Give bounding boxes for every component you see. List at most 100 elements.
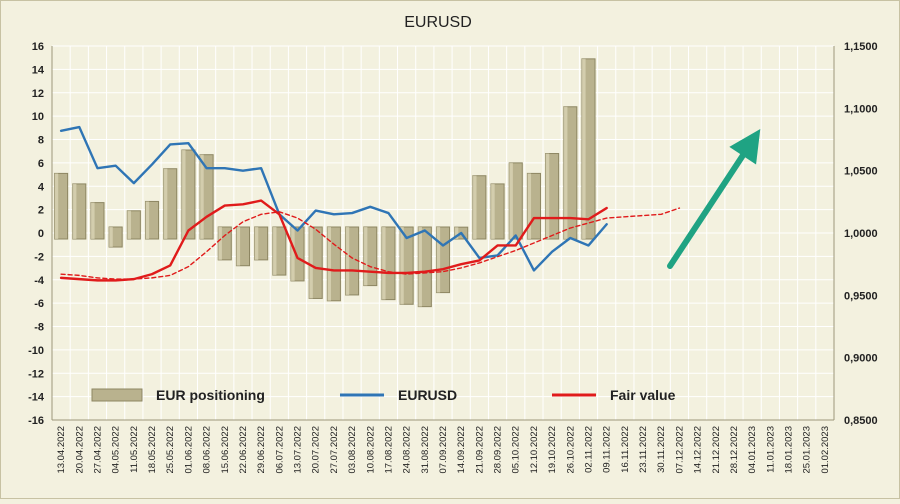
bar-highlight [72,183,77,239]
bar-highlight [472,175,477,239]
y-right-tick-label: 1,1500 [844,41,878,53]
x-tick-label: 20.04.2022 [74,426,85,474]
x-tick-label: 02.11.2022 [583,426,594,473]
x-tick-label: 29.06.2022 [256,426,267,474]
x-tick-label: 11.01.2023 [765,426,776,473]
y-right-tick-label: 0,9500 [844,290,878,302]
y-left-tick-label: 12 [32,88,44,100]
x-tick-label: 24.08.2022 [402,426,413,474]
y-right-tick-label: 1,0500 [844,166,878,178]
bar-highlight [563,106,568,240]
bar-highlight [327,227,332,301]
x-tick-label: 21.09.2022 [474,426,485,474]
x-tick-label: 26.10.2022 [565,426,576,474]
y-left-tick-label: -10 [28,345,44,357]
trend-arrow-shaft [667,152,746,269]
x-tick-label: 09.11.2022 [602,426,613,473]
bar-highlight [581,58,586,240]
bar-highlight [254,227,259,260]
y-left-tick-label: 16 [32,41,44,53]
x-tick-label: 01.02.2023 [820,426,831,474]
y-right-tick-label: 1,0000 [844,228,878,240]
x-tick-label: 06.07.2022 [274,426,285,474]
bar-highlight [181,150,186,239]
bar-highlight [236,227,241,266]
y-right-tick-label: 1,1000 [844,103,878,115]
legend-label: EUR positioning [156,387,265,403]
x-tick-label: 30.11.2022 [656,426,667,473]
arrow-layer [667,128,761,269]
line-layer [59,125,681,282]
bar-highlight [54,173,59,239]
y-left-tick-label: 10 [32,111,44,123]
bar-highlight [109,227,113,248]
x-tick-label: 18.05.2022 [147,426,158,474]
bar-highlight [345,227,350,295]
x-tick-label: 07.09.2022 [438,426,449,474]
bar-highlight [90,202,95,239]
x-tick-label: 07.12.2022 [674,426,685,474]
bar-highlight [454,227,459,239]
x-tick-label: 28.12.2022 [729,426,740,474]
x-tick-label: 20.07.2022 [311,426,322,474]
bar-highlight [145,201,150,239]
line-eurusd [59,125,608,272]
y-left-tick-label: 14 [32,64,45,76]
y-left-tick-label: -2 [34,251,44,263]
x-tick-label: 10.08.2022 [365,426,376,474]
x-tick-label: 25.05.2022 [165,426,176,474]
x-tick-label: 14.12.2022 [693,426,704,474]
bar-highlight [218,227,222,260]
x-tick-label: 13.07.2022 [293,426,304,474]
y-right-tick-label: 0,8500 [844,415,878,427]
y-left-tick-label: 0 [38,228,44,240]
bar-highlight [509,162,513,239]
bar-highlight [200,154,204,239]
x-tick-label: 18.01.2023 [784,426,795,474]
legend-label: EURUSD [398,387,457,403]
x-tick-label: 13.04.2022 [56,426,67,474]
bar-highlight [418,227,422,307]
x-tick-label: 14.09.2022 [456,426,467,474]
line-fair-value [59,199,608,282]
y-left-tick-label: 6 [38,158,44,170]
x-tick-label: 11.05.2022 [129,426,140,473]
x-tick-label: 04.01.2023 [747,426,758,474]
x-tick-label: 23.11.2022 [638,426,649,473]
line-fair-value-trend [60,207,681,280]
x-tick-label: 16.11.2022 [620,426,631,473]
y-left-tick-label: -12 [28,368,44,380]
y-left-tick-label: -16 [28,415,44,427]
y-left-tick-label: -4 [34,275,45,287]
y-left-tick-label: -14 [28,392,45,404]
y-left-tick-label: 4 [38,181,45,193]
bar-highlight [290,227,295,281]
bar-highlight [545,153,550,239]
x-tick-label: 21.12.2022 [711,426,722,474]
bar-highlight [436,227,441,293]
x-tick-label: 19.10.2022 [547,426,558,474]
legend-label: Fair value [610,387,676,403]
y-left-tick-label: -8 [34,322,44,334]
x-tick-label: 25.01.2023 [802,426,813,474]
bar-highlight [127,210,131,239]
x-tick-label: 03.08.2022 [347,426,358,474]
axis-layer: 16 14 12 10 8 6 4 2 0 -2 -4 -6 -8 -10 -12 -14 -16 1,1500 1… [28,41,878,474]
bar-highlight [163,168,168,239]
x-tick-label: 12.10.2022 [529,426,540,474]
x-tick-label: 17.08.2022 [383,426,394,474]
bar-highlight [400,227,404,305]
y-left-tick-label: 8 [38,135,44,147]
x-tick-label: 22.06.2022 [238,426,249,474]
y-left-tick-label: 2 [38,205,44,217]
x-tick-label: 27.07.2022 [329,426,340,474]
x-tick-label: 08.06.2022 [202,426,213,474]
bar-highlight [272,227,277,276]
legend-swatch-eur-positioning [91,388,143,402]
chart-title: EURUSD [404,14,472,31]
trend-arrow-head [729,128,761,165]
bar-highlight [309,227,313,299]
y-right-tick-label: 0,9000 [844,353,878,365]
x-tick-label: 27.04.2022 [92,426,103,474]
